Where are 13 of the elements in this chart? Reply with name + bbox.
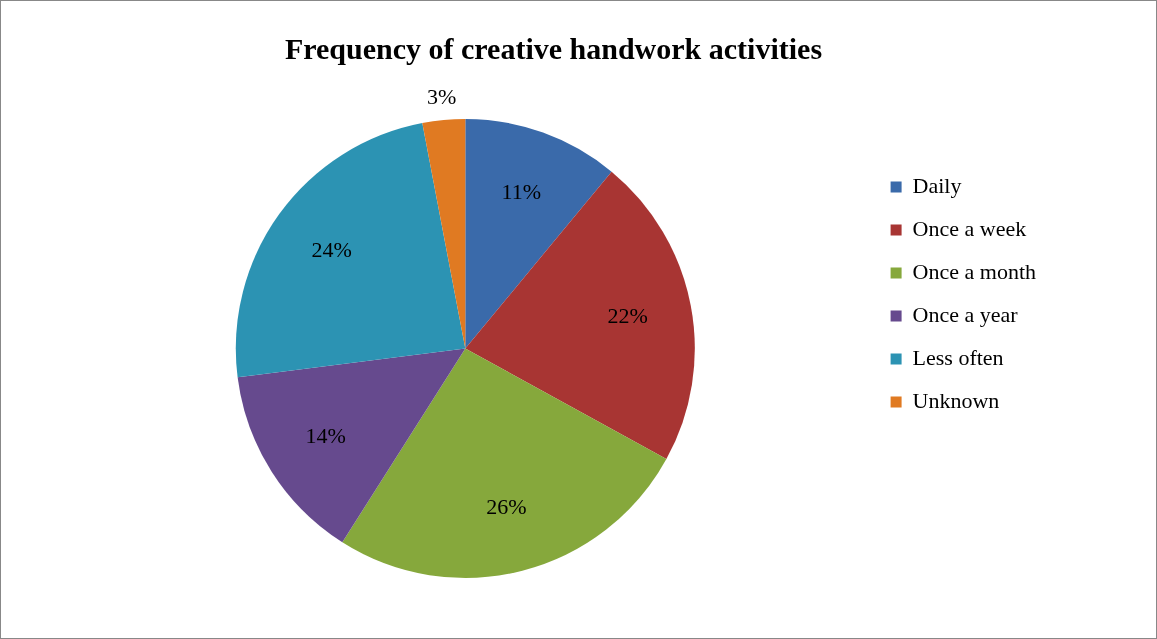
data-label: 22%	[607, 303, 648, 329]
data-label: 14%	[305, 422, 346, 448]
chart-title: Frequency of creative handwork activities	[284, 31, 823, 65]
legend-label: Less often	[912, 344, 1004, 370]
legend-label: Unknown	[912, 387, 1000, 413]
legend-label: Once a year	[912, 301, 1019, 327]
data-label: 11%	[501, 178, 542, 204]
legend-label: Once a week	[912, 215, 1027, 241]
legend-label: Daily	[912, 172, 962, 198]
legend-label: Once a month	[912, 258, 1036, 284]
data-label: 26%	[486, 494, 527, 520]
data-label: 3%	[426, 83, 457, 109]
data-label: 24%	[311, 237, 352, 263]
